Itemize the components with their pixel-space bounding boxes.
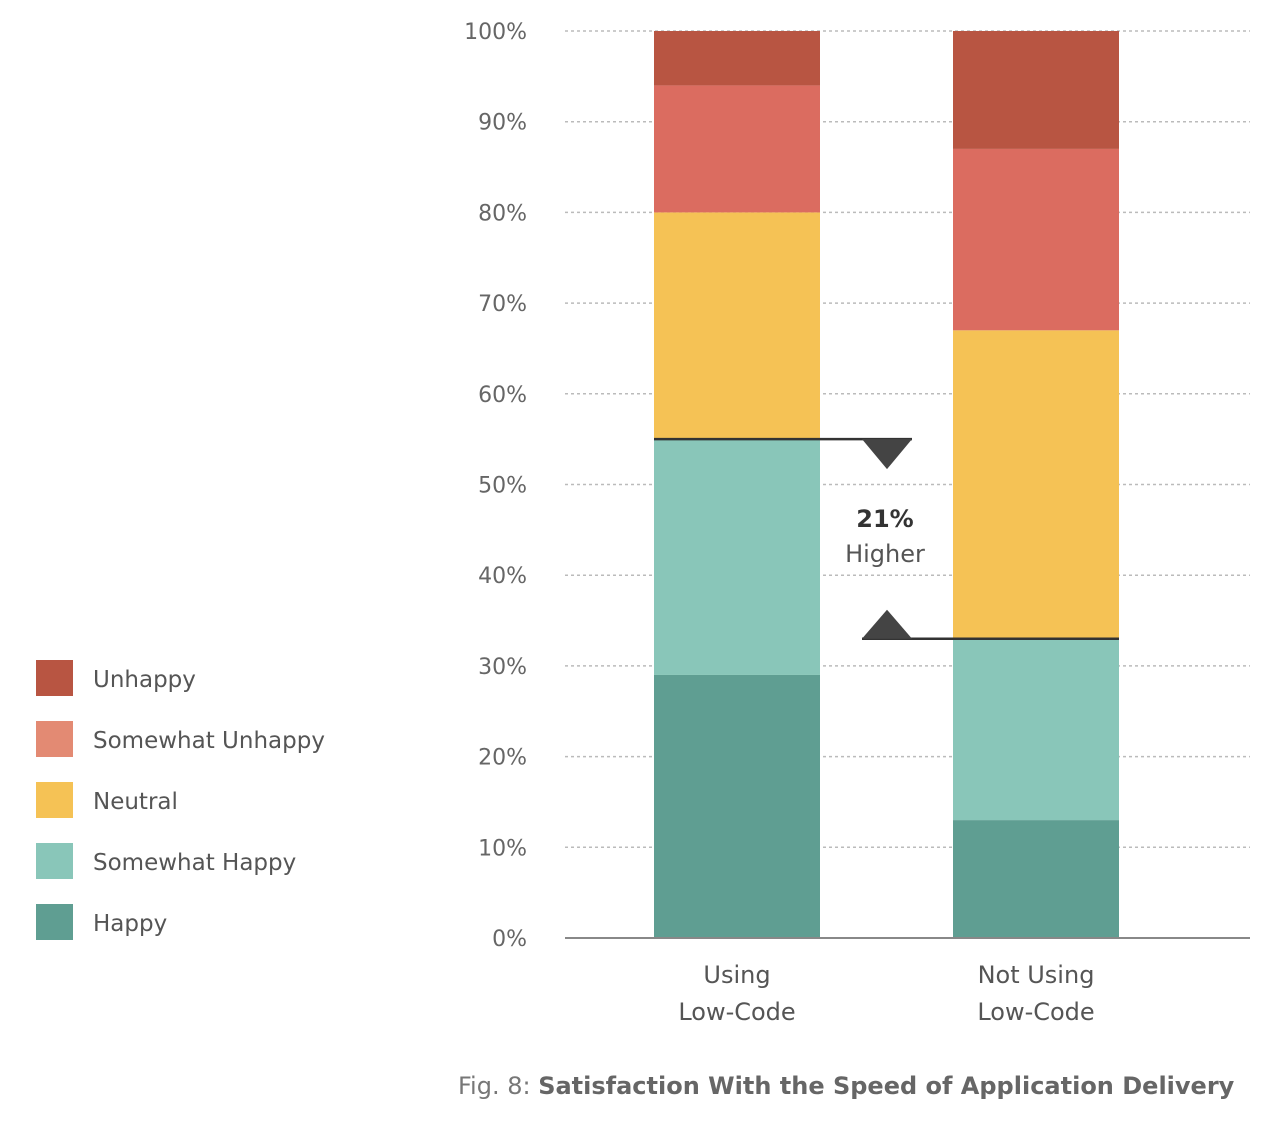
legend-item: Neutral (36, 782, 178, 818)
bar-segment (953, 820, 1119, 938)
y-tick-label: 50% (478, 474, 527, 499)
legend-swatch (36, 904, 73, 940)
legend-item: Unhappy (36, 660, 196, 696)
legend-label: Unhappy (93, 667, 196, 693)
legend-swatch (36, 721, 73, 757)
y-tick-label: 0% (492, 927, 527, 952)
bar-segment (654, 31, 820, 86)
y-tick-label: 20% (478, 746, 527, 771)
y-tick-label: 60% (478, 383, 527, 408)
legend-swatch (36, 660, 73, 696)
bar-segment (953, 148, 1119, 331)
legend-item: Somewhat Happy (36, 843, 296, 879)
bar-segment (654, 85, 820, 213)
difference-annotation: 21% Higher (654, 437, 1119, 640)
x-category-label: Not Using (978, 961, 1095, 989)
y-tick-label: 70% (478, 292, 527, 317)
legend-label: Somewhat Unhappy (93, 728, 325, 754)
caption-prefix: Fig. 8: (458, 1072, 539, 1100)
annotation-text: Higher (845, 540, 925, 568)
y-tick-label: 10% (478, 836, 527, 861)
x-category-label: Low-Code (678, 998, 795, 1026)
legend: Unhappy Somewhat Unhappy Neutral Somewhat H… (36, 660, 325, 940)
bar-segment (654, 212, 820, 440)
annotation-down-arrow (862, 439, 912, 470)
bar-stack (953, 31, 1119, 938)
legend-label: Neutral (93, 789, 178, 815)
bar-segment (953, 31, 1119, 149)
bar-segment (654, 674, 820, 938)
figure-caption: Fig. 8: Satisfaction With the Speed of A… (458, 1072, 1234, 1100)
y-tick-label: 30% (478, 655, 527, 680)
x-category-label: Low-Code (977, 998, 1094, 1026)
bar-segment (953, 330, 1119, 639)
bar-stack (654, 31, 820, 938)
legend-item: Somewhat Unhappy (36, 721, 325, 757)
annotation-up-arrow (862, 609, 912, 639)
y-axis-ticks: 0% 10% 20% 30% 40% 50% 60% 70% 80% 90% 100% (464, 20, 527, 952)
y-tick-label: 90% (478, 111, 527, 136)
y-tick-label: 40% (478, 564, 527, 589)
x-category-label: Using (703, 961, 770, 989)
bars (654, 31, 1119, 938)
annotation-value: 21% (856, 505, 913, 533)
y-tick-label: 100% (464, 20, 527, 45)
legend-swatch (36, 843, 73, 879)
y-tick-label: 80% (478, 201, 527, 226)
legend-swatch (36, 782, 73, 818)
legend-label: Somewhat Happy (93, 850, 296, 876)
caption-title: Satisfaction With the Speed of Applicati… (538, 1072, 1235, 1100)
legend-label: Happy (93, 911, 167, 937)
bar-segment (654, 439, 820, 675)
bar-segment (953, 638, 1119, 821)
x-axis-categories: Using Low-Code Not Using Low-Code (678, 961, 1094, 1026)
legend-item: Happy (36, 904, 167, 940)
